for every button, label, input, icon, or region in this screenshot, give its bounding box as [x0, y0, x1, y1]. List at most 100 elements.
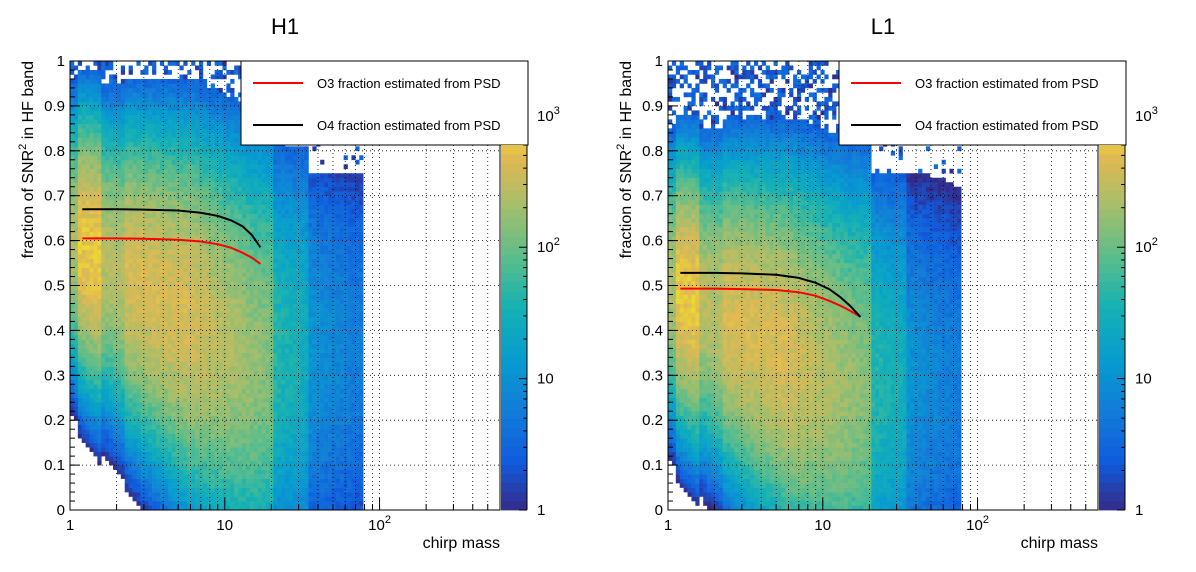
- heatmap-cell: [167, 83, 172, 89]
- heatmap-cell: [97, 168, 102, 174]
- heatmap-cell: [163, 254, 169, 259]
- heatmap-cell: [222, 438, 227, 443]
- heatmap-cell: [77, 182, 83, 188]
- heatmap-cell: [214, 330, 219, 336]
- heatmap-cell: [234, 132, 239, 138]
- heatmap-cell: [73, 330, 79, 336]
- heatmap-cell: [199, 348, 204, 354]
- heatmap-cell: [245, 249, 251, 255]
- heatmap-cell: [202, 209, 208, 214]
- heatmap-cell: [249, 505, 255, 511]
- heatmap-cell: [199, 478, 204, 484]
- heatmap-cell: [230, 137, 235, 143]
- heatmap-cell: [148, 496, 153, 502]
- heatmap-cell: [148, 155, 153, 161]
- heatmap-cell: [277, 307, 282, 313]
- heatmap-cell: [261, 321, 266, 327]
- heatmap-cell: [199, 74, 204, 80]
- heatmap-cell: [148, 478, 153, 484]
- heatmap-cell: [140, 424, 145, 430]
- heatmap-cell: [195, 379, 200, 385]
- heatmap-cell: [152, 460, 157, 466]
- heatmap-cell: [265, 496, 270, 502]
- heatmap-cell: [144, 447, 149, 452]
- heatmap-cell: [234, 159, 239, 165]
- heatmap-cell: [136, 263, 141, 268]
- heatmap-cell: [148, 388, 153, 394]
- heatmap-cell: [214, 155, 219, 161]
- heatmap-cell: [152, 69, 157, 75]
- heatmap-cell: [222, 397, 227, 403]
- heatmap-cell: [214, 119, 219, 125]
- heatmap-cell: [152, 496, 157, 502]
- heatmap-cell: [234, 447, 239, 452]
- heatmap-cell: [222, 361, 227, 367]
- heatmap-cell: [226, 105, 231, 111]
- heatmap-cell: [210, 83, 215, 89]
- heatmap-cell: [269, 433, 274, 439]
- heatmap-cell: [128, 137, 133, 143]
- heatmap-cell: [70, 388, 75, 394]
- heatmap-cell: [253, 442, 258, 448]
- heatmap-cell: [230, 402, 235, 408]
- heatmap-cell: [73, 119, 79, 125]
- heatmap-cell: [249, 438, 255, 443]
- heatmap-cell: [105, 110, 110, 116]
- heatmap-cell: [156, 83, 161, 89]
- heatmap-cell: [261, 343, 266, 349]
- heatmap-cell: [152, 289, 157, 295]
- heatmap-cell: [191, 303, 196, 309]
- heatmap-cell: [128, 222, 133, 228]
- heatmap-cell: [152, 258, 157, 264]
- heatmap-cell: [265, 263, 270, 268]
- heatmap-cell: [70, 182, 75, 188]
- heatmap-cell: [144, 146, 149, 152]
- heatmap-cell: [269, 352, 274, 358]
- heatmap-cell: [120, 222, 126, 228]
- heatmap-cell: [242, 294, 247, 300]
- heatmap-cell: [230, 316, 235, 322]
- heatmap-cell: [245, 370, 251, 376]
- heatmap-cell: [148, 289, 153, 295]
- heatmap-cell: [238, 357, 243, 363]
- heatmap-cell: [230, 321, 235, 327]
- heatmap-cell: [222, 384, 227, 390]
- heatmap-cell: [128, 114, 133, 120]
- heatmap-cell: [226, 384, 231, 390]
- heatmap-cell: [85, 204, 90, 210]
- heatmap-cell: [132, 460, 137, 466]
- heatmap-cell: [159, 325, 165, 331]
- heatmap-cell: [245, 474, 251, 479]
- heatmap-cell: [116, 96, 122, 102]
- heatmap-cell: [136, 438, 141, 443]
- heatmap-cell: [93, 451, 98, 457]
- heatmap-cell: [202, 186, 208, 192]
- heatmap-cell: [159, 249, 165, 255]
- heatmap-cell: [120, 415, 126, 421]
- heatmap-cell: [183, 222, 188, 228]
- heatmap-cell: [152, 141, 157, 147]
- heatmap-cell: [136, 78, 141, 84]
- heatmap-cell: [195, 370, 200, 376]
- heatmap-cell: [77, 397, 83, 403]
- heatmap-cell: [210, 186, 215, 192]
- heatmap-cell: [183, 87, 188, 93]
- heatmap-cell: [253, 496, 258, 502]
- heatmap-cell: [257, 397, 262, 403]
- heatmap-cell: [218, 388, 223, 394]
- heatmap-cell: [70, 150, 75, 156]
- heatmap-cell: [152, 384, 157, 390]
- heatmap-cell: [144, 370, 149, 376]
- heatmap-cell: [144, 316, 149, 322]
- heatmap-cell: [120, 460, 126, 466]
- heatmap-cell: [253, 438, 258, 443]
- heatmap-cell: [273, 258, 278, 264]
- heatmap-cell: [152, 343, 157, 349]
- heatmap-cell: [144, 469, 149, 475]
- heatmap-cell: [238, 267, 243, 273]
- heatmap-cell: [73, 254, 79, 259]
- heatmap-cell: [120, 465, 126, 470]
- heatmap-cell: [89, 263, 94, 268]
- heatmap-cell: [226, 361, 231, 367]
- heatmap-cell: [93, 227, 98, 232]
